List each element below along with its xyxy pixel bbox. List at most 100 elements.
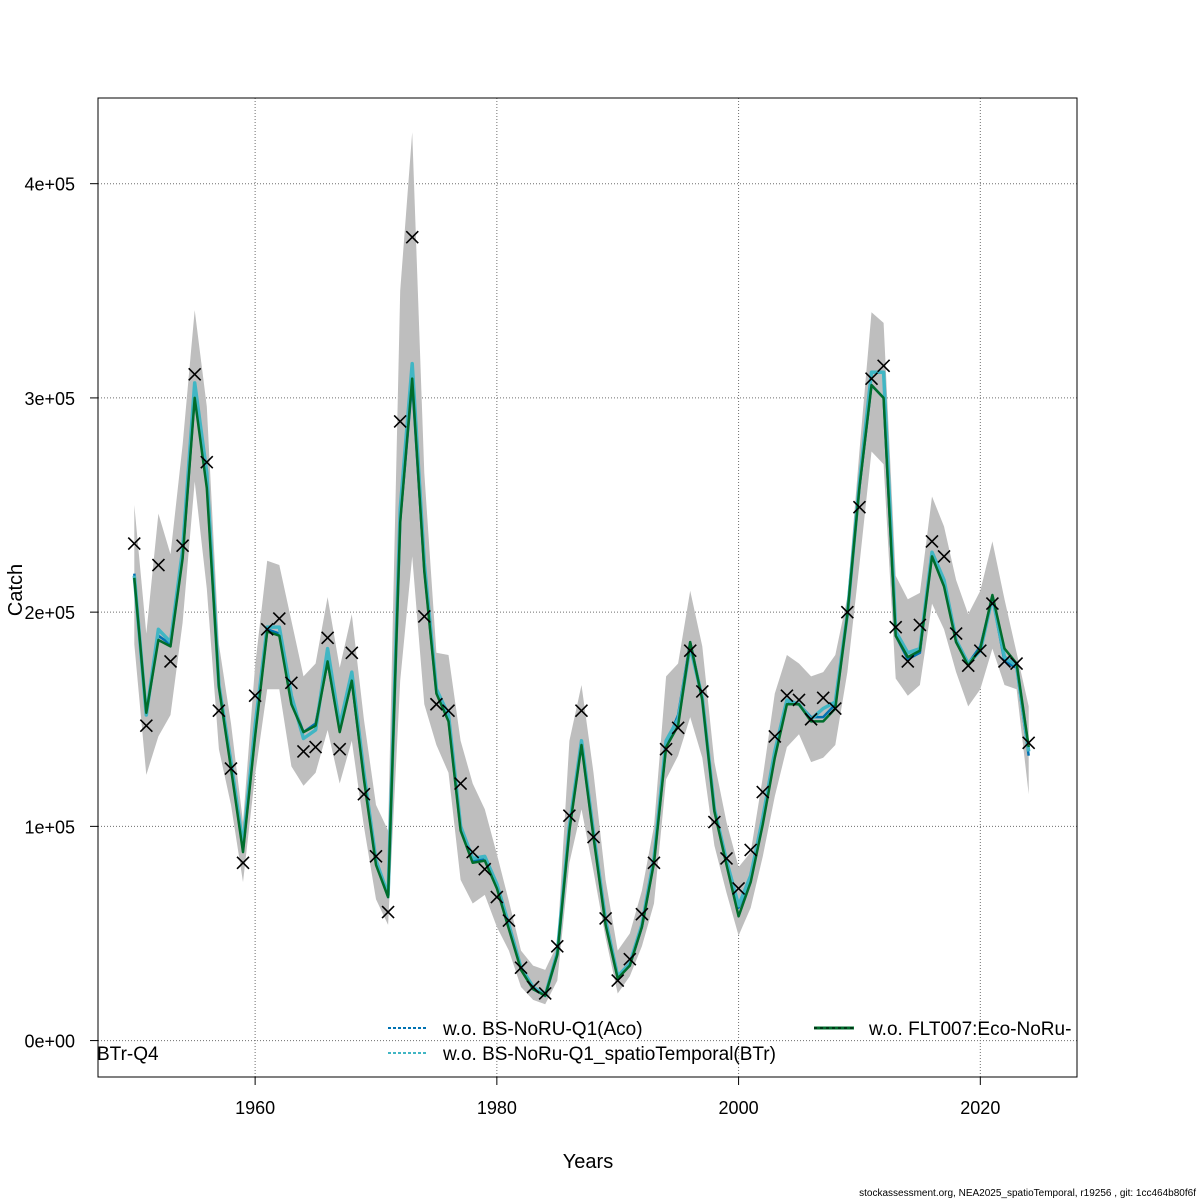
observed-point <box>224 761 238 776</box>
observed-point <box>212 704 226 718</box>
observed-point <box>1022 736 1036 750</box>
observed-point <box>139 719 153 733</box>
observed-point <box>321 631 335 645</box>
observed-point <box>599 911 613 926</box>
observed-point <box>877 359 891 373</box>
y-tick-label: 4e+05 <box>24 175 75 195</box>
observed-point <box>393 414 407 429</box>
observed-point <box>925 534 939 549</box>
observed-point <box>719 851 734 866</box>
observed-point <box>695 684 709 698</box>
observed-point <box>647 856 661 870</box>
observed-point <box>308 740 323 754</box>
observed-point <box>562 809 576 823</box>
footer-credit: stockassessment.org, NEA2025_spatioTempo… <box>859 1188 1196 1199</box>
legend: w.o. BS-NoRU-Q1(Aco) w.o. BS-NoRu-Q1_spa… <box>97 1019 1071 1065</box>
observed-point <box>296 744 311 758</box>
observed-point <box>1010 656 1024 671</box>
observed-point <box>272 611 286 626</box>
observed-point <box>127 537 141 551</box>
x-axis-label: Years <box>563 1151 613 1173</box>
legend-entry-1: w.o. BS-NoRU-Q1(Aco) <box>442 1019 643 1040</box>
series-lines <box>132 361 1031 998</box>
observed-point <box>852 500 867 514</box>
observed-point <box>683 644 697 658</box>
observed-point <box>744 843 758 857</box>
observed-point <box>985 597 999 611</box>
observed-point <box>538 986 552 1001</box>
y-tick-label: 2e+05 <box>24 603 75 623</box>
observed-point <box>236 856 250 870</box>
observed-points <box>127 230 1036 1001</box>
observed-point <box>901 654 915 668</box>
observed-point <box>961 659 975 673</box>
observed-point <box>864 372 879 386</box>
observed-point <box>623 952 637 966</box>
series-line-3 <box>133 377 1030 997</box>
observed-point <box>441 704 456 718</box>
observed-point <box>466 845 480 859</box>
x-axis: 1960 1980 2000 2020 <box>235 1077 1000 1118</box>
series-line-2 <box>132 361 1031 998</box>
observed-point <box>550 939 564 953</box>
y-tick-label: 1e+05 <box>24 817 75 837</box>
observed-point <box>659 742 673 756</box>
observed-point <box>514 961 528 975</box>
observed-point <box>828 701 842 716</box>
legend-entry-2: w.o. BS-NoRu-Q1_spatioTemporal(BTr) <box>442 1044 776 1065</box>
plot-frame <box>97 97 1078 1078</box>
observed-point <box>671 721 685 735</box>
observed-point <box>284 676 298 690</box>
observed-point <box>502 914 516 928</box>
confidence-band <box>134 132 1029 1005</box>
observed-point <box>381 905 395 919</box>
legend-entry-4: BTr-Q4 <box>97 1044 159 1065</box>
observed-point <box>454 776 468 791</box>
observed-point <box>357 787 371 801</box>
observed-point <box>586 830 601 844</box>
observed-point <box>889 620 903 634</box>
observed-point <box>732 881 746 896</box>
x-tick-label: 2000 <box>719 1098 759 1118</box>
observed-point <box>405 230 419 244</box>
observed-point <box>997 654 1012 668</box>
y-axis: 0e+00 1e+05 2e+05 3e+05 4e+05 <box>24 175 98 1052</box>
y-tick-label: 0e+00 <box>24 1032 75 1052</box>
observed-point <box>792 693 806 707</box>
y-axis-label: Catch <box>5 564 27 616</box>
observed-point <box>707 815 721 829</box>
legend-entry-3: w.o. FLT007:Eco-NoRu- <box>868 1019 1071 1040</box>
observed-point <box>345 646 359 660</box>
observed-point <box>188 367 202 381</box>
observed-point <box>417 609 431 623</box>
observed-point <box>526 980 540 994</box>
observed-point <box>973 644 987 658</box>
observed-point <box>333 742 347 756</box>
observed-point <box>248 689 262 703</box>
x-tick-label: 2020 <box>960 1098 1000 1118</box>
observed-point <box>937 549 951 564</box>
observed-point <box>611 974 625 988</box>
observed-point <box>816 691 830 705</box>
observed-point <box>369 849 383 863</box>
x-tick-label: 1960 <box>235 1098 275 1118</box>
observed-point <box>176 539 190 553</box>
observed-point <box>260 622 274 636</box>
observed-point <box>163 654 178 668</box>
observed-point <box>756 785 770 799</box>
observed-point <box>151 558 165 572</box>
observed-point <box>429 697 443 711</box>
observed-point <box>949 626 963 641</box>
x-tick-label: 1980 <box>477 1098 517 1118</box>
observed-point <box>804 712 818 726</box>
y-tick-label: 3e+05 <box>24 389 75 409</box>
observed-point <box>768 729 782 743</box>
observed-point <box>574 704 589 718</box>
observed-point <box>635 907 649 921</box>
observed-point <box>913 618 927 632</box>
observed-point <box>780 689 794 703</box>
observed-point <box>490 890 504 904</box>
observed-point <box>840 605 854 619</box>
observed-point <box>478 862 492 876</box>
